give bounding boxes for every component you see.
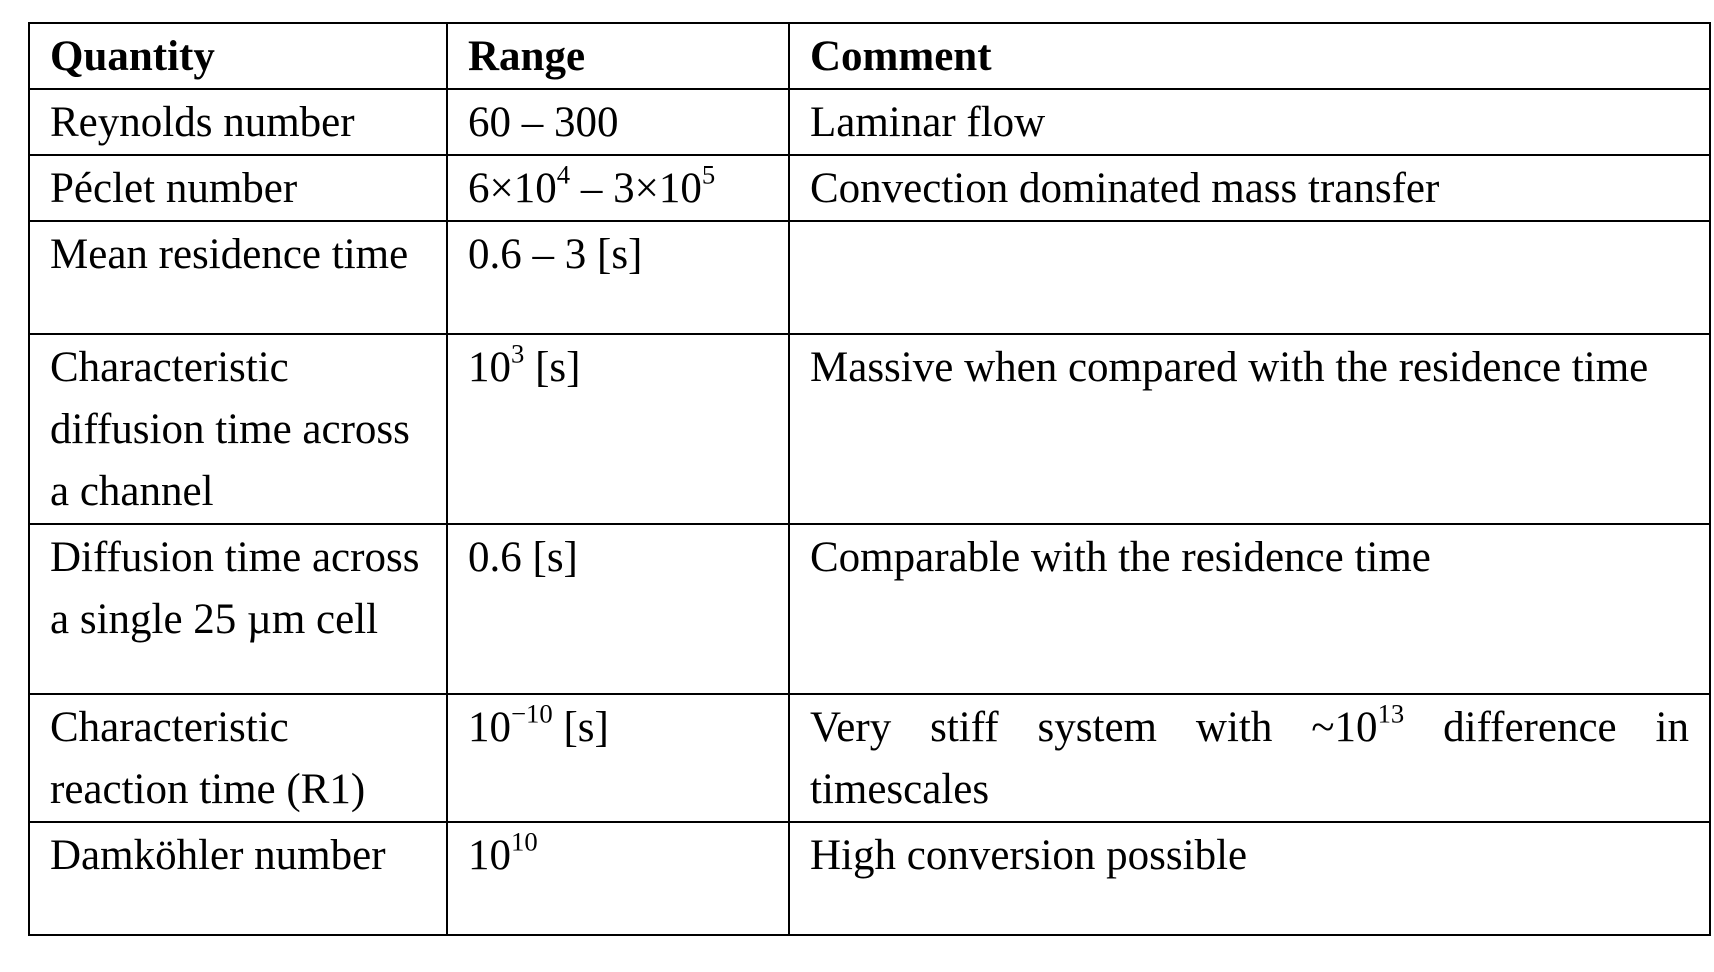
comment-pre: Very stiff system with ~10 [810, 704, 1378, 751]
quantity-cell: Mean residence time [28, 220, 448, 335]
range-exponent: 3 [511, 338, 525, 369]
range-base: 10 [468, 704, 511, 751]
range-exponent: 10 [511, 826, 538, 857]
comment-cell: Laminar flow [788, 88, 1711, 156]
quantity-cell: Péclet number [28, 154, 448, 222]
range-cell: 0.6 – 3 [s] [446, 220, 790, 335]
quantity-cell: Characteristic diffusion time across a c… [28, 333, 448, 525]
table-row: Damköhler number 1010 High conversion po… [28, 821, 1711, 936]
parameter-table: Quantity Range Comment Reynolds number 6… [28, 22, 1711, 936]
quantity-cell: Damköhler number [28, 821, 448, 936]
table-row: Mean residence time 0.6 – 3 [s] [28, 220, 1711, 335]
range-exponent: −10 [511, 698, 553, 729]
comment-post: difference in timescales [810, 704, 1689, 813]
comment-cell [788, 220, 1711, 335]
range-cell: 103 [s] [446, 333, 790, 525]
parameter-table-container: Quantity Range Comment Reynolds number 6… [28, 22, 1711, 936]
table-header-row: Quantity Range Comment [28, 22, 1711, 90]
range-mid: – 3×10 [570, 165, 702, 212]
comment-cell: Massive when compared with the residence… [788, 333, 1711, 525]
range-cell: 60 – 300 [446, 88, 790, 156]
quantity-cell: Reynolds number [28, 88, 448, 156]
range-base: 10 [468, 832, 511, 879]
comment-exponent: 13 [1377, 698, 1405, 729]
range-base: 10 [468, 344, 511, 391]
range-cell: 6×104 – 3×105 [446, 154, 790, 222]
header-quantity: Quantity [28, 22, 448, 90]
comment-cell: High conversion possible [788, 821, 1711, 936]
range-exponent-b: 5 [701, 159, 716, 190]
range-base-a: 6×10 [468, 165, 557, 212]
comment-cell: Comparable with the residence time [788, 523, 1711, 695]
table-row: Reynolds number 60 – 300 Laminar flow [28, 88, 1711, 156]
quantity-cell: Characteristic reaction time (R1) [28, 693, 448, 823]
comment-cell: Very stiff system with ~1013 difference … [788, 693, 1711, 823]
range-cell: 1010 [446, 821, 790, 936]
range-unit: [s] [552, 704, 609, 751]
comment-cell: Convection dominated mass transfer [788, 154, 1711, 222]
table-row: Characteristic diffusion time across a c… [28, 333, 1711, 525]
range-unit: [s] [524, 344, 581, 391]
range-cell: 10−10 [s] [446, 693, 790, 823]
table-row: Diffusion time across a single 25 µm cel… [28, 523, 1711, 695]
range-cell: 0.6 [s] [446, 523, 790, 695]
table-row: Characteristic reaction time (R1) 10−10 … [28, 693, 1711, 823]
range-exponent-a: 4 [556, 159, 571, 190]
quantity-cell: Diffusion time across a single 25 µm cel… [28, 523, 448, 695]
table-row: Péclet number 6×104 – 3×105 Convection d… [28, 154, 1711, 222]
header-range: Range [446, 22, 790, 90]
header-comment: Comment [788, 22, 1711, 90]
